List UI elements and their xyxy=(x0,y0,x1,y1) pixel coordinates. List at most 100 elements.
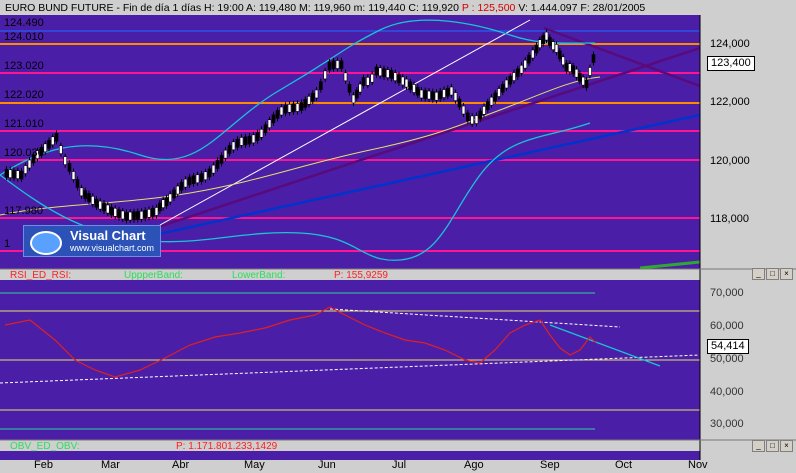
candle-body xyxy=(135,211,140,220)
candle-body xyxy=(161,199,165,208)
candle-body xyxy=(538,39,542,49)
candle-body xyxy=(59,145,63,154)
candle-body xyxy=(164,197,169,207)
candle-body xyxy=(47,139,51,149)
candle-body xyxy=(19,170,24,180)
candle-body xyxy=(120,210,125,220)
candle-body xyxy=(548,37,552,46)
candle-body xyxy=(31,154,36,164)
candle-body xyxy=(199,173,204,182)
candle-body xyxy=(63,156,67,165)
candle-body xyxy=(39,147,44,156)
month-label: Abr xyxy=(172,459,190,471)
candle-body xyxy=(523,59,528,69)
candle-body xyxy=(427,90,431,100)
month-label: Ago xyxy=(464,459,484,471)
candle-body xyxy=(397,74,401,84)
candle-body xyxy=(79,187,84,197)
candle-body xyxy=(175,185,180,195)
rsi-axis-label: 70,000 xyxy=(710,287,744,299)
month-label: Jun xyxy=(318,459,336,471)
rsi-axis-label: 30,000 xyxy=(710,418,744,430)
level-label: 124.010 xyxy=(4,31,44,43)
candle-body xyxy=(15,170,20,179)
candle-body xyxy=(291,103,296,113)
obv-window-buttons: _ □ × xyxy=(752,440,793,452)
candle-body xyxy=(568,63,572,72)
current-price-tag: 123,400 xyxy=(707,56,755,71)
candle-body xyxy=(183,178,188,188)
candle-body xyxy=(299,102,304,111)
candle-body xyxy=(247,135,252,145)
candle-body xyxy=(389,70,394,79)
candle-body xyxy=(147,209,151,218)
rsi-label: RSI_ED_RSI: xyxy=(10,270,72,281)
candle-body xyxy=(534,44,539,54)
minimize-button[interactable]: _ xyxy=(752,268,765,280)
candle-body xyxy=(374,66,379,76)
candle-body xyxy=(561,56,565,66)
candle-body xyxy=(71,171,76,180)
candle-body xyxy=(150,208,155,217)
candle-body xyxy=(544,31,549,41)
candle-body xyxy=(124,212,129,221)
rsi-axis-label: 60,000 xyxy=(710,320,744,332)
candle-body xyxy=(366,77,370,86)
candle-body xyxy=(243,136,248,146)
candle-body xyxy=(430,91,435,100)
candle-body xyxy=(558,50,562,60)
candle-body xyxy=(574,68,579,78)
candle-body xyxy=(434,91,439,101)
candle-body xyxy=(267,119,272,129)
candle-body xyxy=(310,92,315,102)
level-label: 117.980 xyxy=(4,205,43,217)
candle-body xyxy=(239,137,244,146)
candle-body xyxy=(271,114,276,124)
candle-body xyxy=(478,110,483,120)
close-button[interactable]: × xyxy=(780,440,793,452)
level-label: 124.490 xyxy=(4,17,44,29)
rsi-axis-label: 50,000 xyxy=(710,353,744,365)
candle-body xyxy=(457,98,462,108)
maximize-button[interactable]: □ xyxy=(766,440,779,452)
candle-body xyxy=(279,106,284,116)
candle-body xyxy=(489,96,494,106)
candle-body xyxy=(412,84,416,93)
period-label: Fin de día 1 días xyxy=(122,2,202,14)
candle-body xyxy=(255,132,260,141)
candle-body xyxy=(408,81,413,91)
candle-body xyxy=(211,164,216,174)
candle-body xyxy=(527,54,531,64)
candle-body xyxy=(132,211,136,221)
candle-body xyxy=(554,44,559,53)
candle-body xyxy=(361,77,366,86)
candle-body xyxy=(235,138,240,148)
candle-body xyxy=(588,67,592,76)
candle-body xyxy=(215,160,220,169)
visualchart-logo: Visual Chart www.visualchart.com xyxy=(23,225,161,257)
candle-body xyxy=(35,150,40,159)
lower-band-label: LowerBand: xyxy=(232,270,286,281)
candle-body xyxy=(449,86,454,96)
maximize-button[interactable]: □ xyxy=(766,268,779,280)
candle-body xyxy=(482,106,486,115)
minimize-button[interactable]: _ xyxy=(752,440,765,452)
candle-body xyxy=(358,83,362,93)
level-label: 121.010 xyxy=(4,118,44,130)
rsi-axis-label: 40,000 xyxy=(710,386,744,398)
month-label: Sep xyxy=(540,459,560,471)
candle-body xyxy=(219,155,224,164)
candle-body xyxy=(158,202,162,212)
candle-body xyxy=(259,128,264,138)
candle-body xyxy=(8,169,13,179)
candle-body xyxy=(335,60,340,69)
close-button[interactable]: × xyxy=(780,268,793,280)
candle-body xyxy=(445,87,450,97)
rsi-p-value: P: 155,9259 xyxy=(334,270,388,281)
candle-body xyxy=(470,115,474,125)
candle-body xyxy=(23,165,28,174)
candlestick-series xyxy=(4,29,596,224)
candle-body xyxy=(551,41,555,50)
candle-body xyxy=(295,103,300,112)
